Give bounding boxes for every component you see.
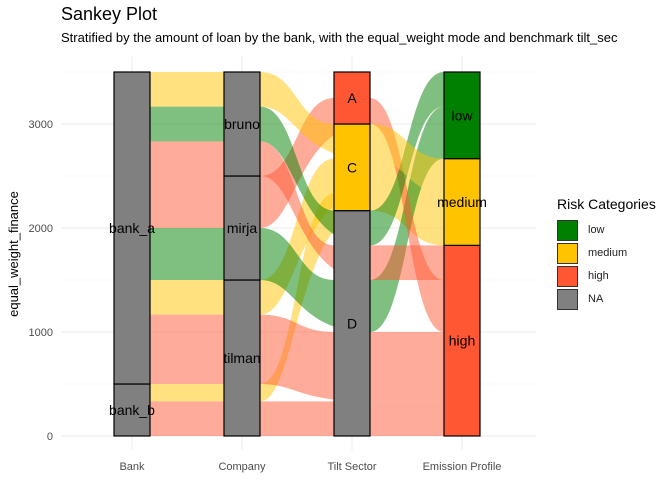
x-tick-label: Bank bbox=[119, 461, 145, 473]
stratum-label-bank_a: bank_a bbox=[109, 220, 155, 236]
stratum-bruno bbox=[223, 71, 261, 177]
legend-item-low: low bbox=[557, 219, 605, 241]
legend-label: low bbox=[588, 224, 605, 236]
x-tick-label: Tilt Sector bbox=[327, 461, 376, 473]
y-tick-label: 0 bbox=[47, 431, 53, 443]
flow-band-high bbox=[114, 401, 480, 436]
stratum-label-high: high bbox=[449, 333, 475, 349]
x-tick-label: Emission Profile bbox=[423, 461, 502, 473]
stratum-label-mirja: mirja bbox=[227, 220, 258, 236]
legend-label: high bbox=[588, 270, 609, 282]
stratum-label-tilman: tilman bbox=[223, 350, 260, 366]
legend-swatch bbox=[557, 219, 578, 241]
x-axis-ticks: Bank Company Tilt Sector Emission Profile bbox=[119, 461, 501, 473]
flow-band-medium bbox=[114, 158, 480, 315]
legend-swatch bbox=[557, 242, 578, 264]
y-tick-label: 1000 bbox=[29, 327, 53, 339]
flow-band-high bbox=[114, 314, 480, 402]
legend-item-medium: medium bbox=[557, 242, 627, 264]
flow-band-medium bbox=[114, 72, 480, 194]
y-tick-label: 3000 bbox=[29, 119, 53, 131]
legend-item-high: high bbox=[557, 265, 609, 287]
flow-band-low bbox=[114, 72, 480, 246]
chart-title: Sankey Plot bbox=[61, 4, 158, 24]
y-tick-label: 2000 bbox=[29, 223, 53, 235]
stratum-C bbox=[333, 123, 371, 212]
chart-subtitle: Stratified by the amount of loan by the … bbox=[61, 30, 618, 45]
stratum-A bbox=[333, 71, 371, 125]
flow-band-high bbox=[114, 141, 480, 280]
legend-label: medium bbox=[588, 247, 628, 259]
stratum-high bbox=[443, 244, 481, 437]
legend-title: Risk Categories bbox=[557, 196, 656, 212]
legend-swatch bbox=[557, 288, 578, 310]
flow-band-high bbox=[114, 98, 480, 332]
y-axis-ticks: 0 1000 2000 3000 bbox=[29, 119, 53, 443]
stratum-bank_b bbox=[113, 383, 151, 437]
stratum-D bbox=[333, 210, 371, 437]
legend-item-NA: NA bbox=[557, 288, 603, 310]
stratum-label-C: C bbox=[347, 159, 357, 175]
flow-bands bbox=[114, 72, 480, 436]
y-axis-label: equal_weight_finance bbox=[6, 191, 21, 317]
stratum-label-A: A bbox=[347, 90, 357, 106]
legend-label: NA bbox=[588, 293, 604, 305]
stratum-bank_a bbox=[113, 71, 151, 385]
stratum-low bbox=[443, 71, 481, 160]
stratum-label-D: D bbox=[347, 315, 357, 331]
stratum-label-bruno: bruno bbox=[224, 116, 260, 132]
legend-swatch bbox=[557, 265, 578, 287]
stratum-label-bank_b: bank_b bbox=[109, 402, 155, 418]
x-tick-label: Company bbox=[218, 461, 266, 473]
stratum-label-medium: medium bbox=[437, 194, 487, 210]
stratum-label-low: low bbox=[451, 107, 473, 123]
